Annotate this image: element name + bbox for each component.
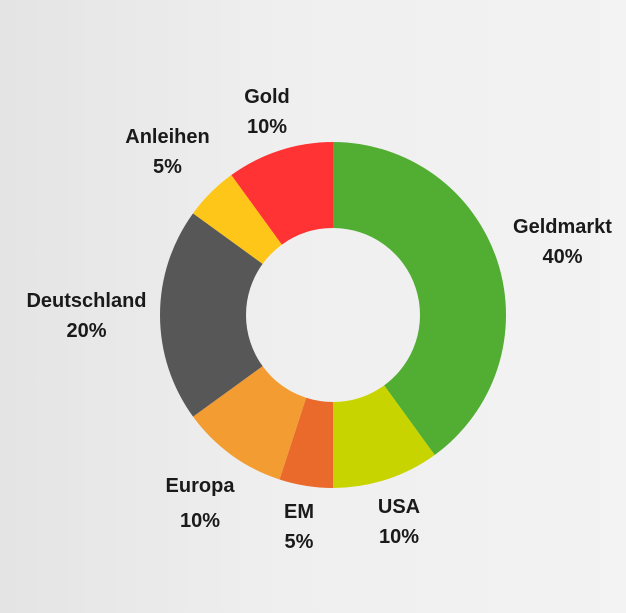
slice-label-europa-value: 10% [179, 510, 221, 532]
slice-label-anleihen-value: 5% [153, 156, 182, 178]
slice-label-usa-name: USA [377, 496, 421, 518]
donut-slice-anleihen [193, 175, 282, 264]
slice-label-geldmarkt: Geldmarkt 40% [500, 212, 625, 272]
donut-slice-geldmarkt [333, 142, 506, 455]
slice-label-geldmarkt-value: 40% [542, 246, 583, 268]
donut-slice-europa [193, 366, 307, 480]
slice-label-europa: Europa 10% [155, 469, 245, 539]
slice-label-em-name: EM [284, 501, 314, 523]
slice-label-em: EM 5% [266, 497, 332, 557]
slice-label-deutschland-name: Deutschland [26, 290, 147, 312]
donut-slice-gold [231, 142, 333, 245]
donut-slice-usa [333, 385, 435, 488]
slice-label-anleihen: Anleihen 5% [110, 122, 225, 182]
slice-label-gold: Gold 10% [222, 82, 312, 142]
slice-label-geldmarkt-name: Geldmarkt [513, 216, 612, 238]
slice-label-europa-name: Europa [165, 475, 235, 497]
slice-label-gold-value: 10% [246, 116, 288, 138]
slice-label-em-value: 5% [284, 531, 314, 553]
donut-slice-deutschland [159, 213, 263, 417]
slice-label-anleihen-name: Anleihen [125, 126, 210, 148]
donut-slice-em [279, 397, 333, 488]
slice-label-deutschland-value: 20% [66, 320, 107, 342]
slice-label-deutschland: Deutschland 20% [14, 286, 159, 346]
slice-label-gold-name: Gold [244, 86, 290, 108]
slice-label-usa: USA 10% [354, 492, 444, 552]
slice-label-usa-value: 10% [378, 526, 420, 548]
